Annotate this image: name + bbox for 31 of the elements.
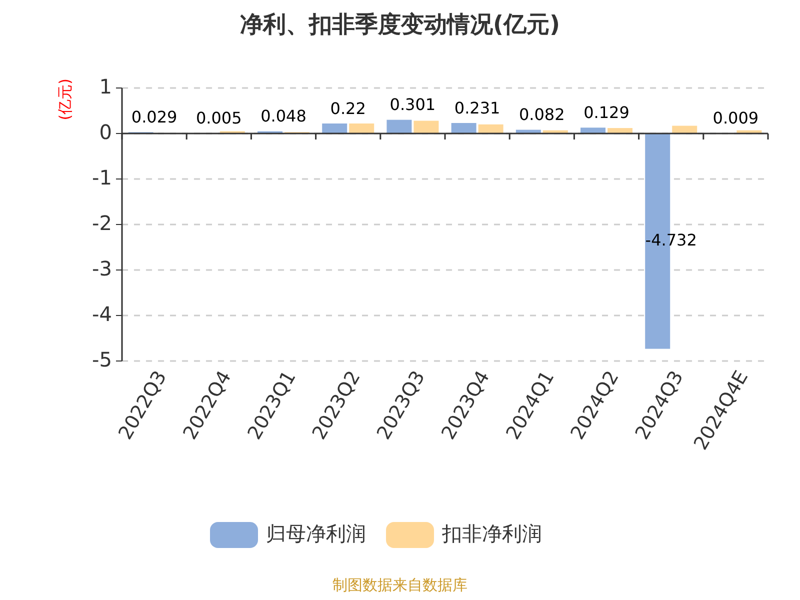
data-label: 0.048	[260, 106, 306, 126]
bar	[580, 128, 606, 134]
y-tick-label: -2	[92, 210, 112, 235]
data-label: 0.129	[584, 103, 630, 122]
bar	[322, 123, 348, 134]
y-tick-label: -4	[92, 302, 112, 326]
data-label: 0.009	[712, 108, 759, 128]
bar	[386, 120, 412, 134]
legend-label: 归母净利润	[266, 521, 366, 546]
y-tick-label: -1	[92, 165, 112, 190]
bar	[451, 122, 476, 134]
text: 制图数据来自数据库	[332, 576, 468, 594]
data-label: 0.22	[330, 98, 366, 118]
bar	[672, 126, 698, 134]
chart-title: 净利、扣非季度变动情况(亿元)	[240, 11, 560, 38]
y-tick-label: 0	[99, 120, 112, 144]
bar	[608, 128, 632, 134]
bar	[349, 123, 374, 134]
y-tick-label: -3	[92, 256, 112, 280]
data-label: 0.231	[454, 98, 500, 118]
data-label: 0.082	[518, 105, 565, 124]
data-label: 0.005	[196, 108, 242, 128]
bar	[478, 124, 504, 134]
y-tick-label: -5	[92, 347, 112, 372]
y-tick-label: 1	[99, 74, 112, 98]
data-label: -4.732	[645, 230, 697, 250]
data-label: 0.029	[131, 108, 178, 127]
bar	[414, 120, 439, 134]
y-axis-title: (亿元)	[56, 78, 74, 120]
data-label: 0.301	[390, 95, 436, 114]
legend-label: 扣非净利润	[441, 521, 542, 546]
